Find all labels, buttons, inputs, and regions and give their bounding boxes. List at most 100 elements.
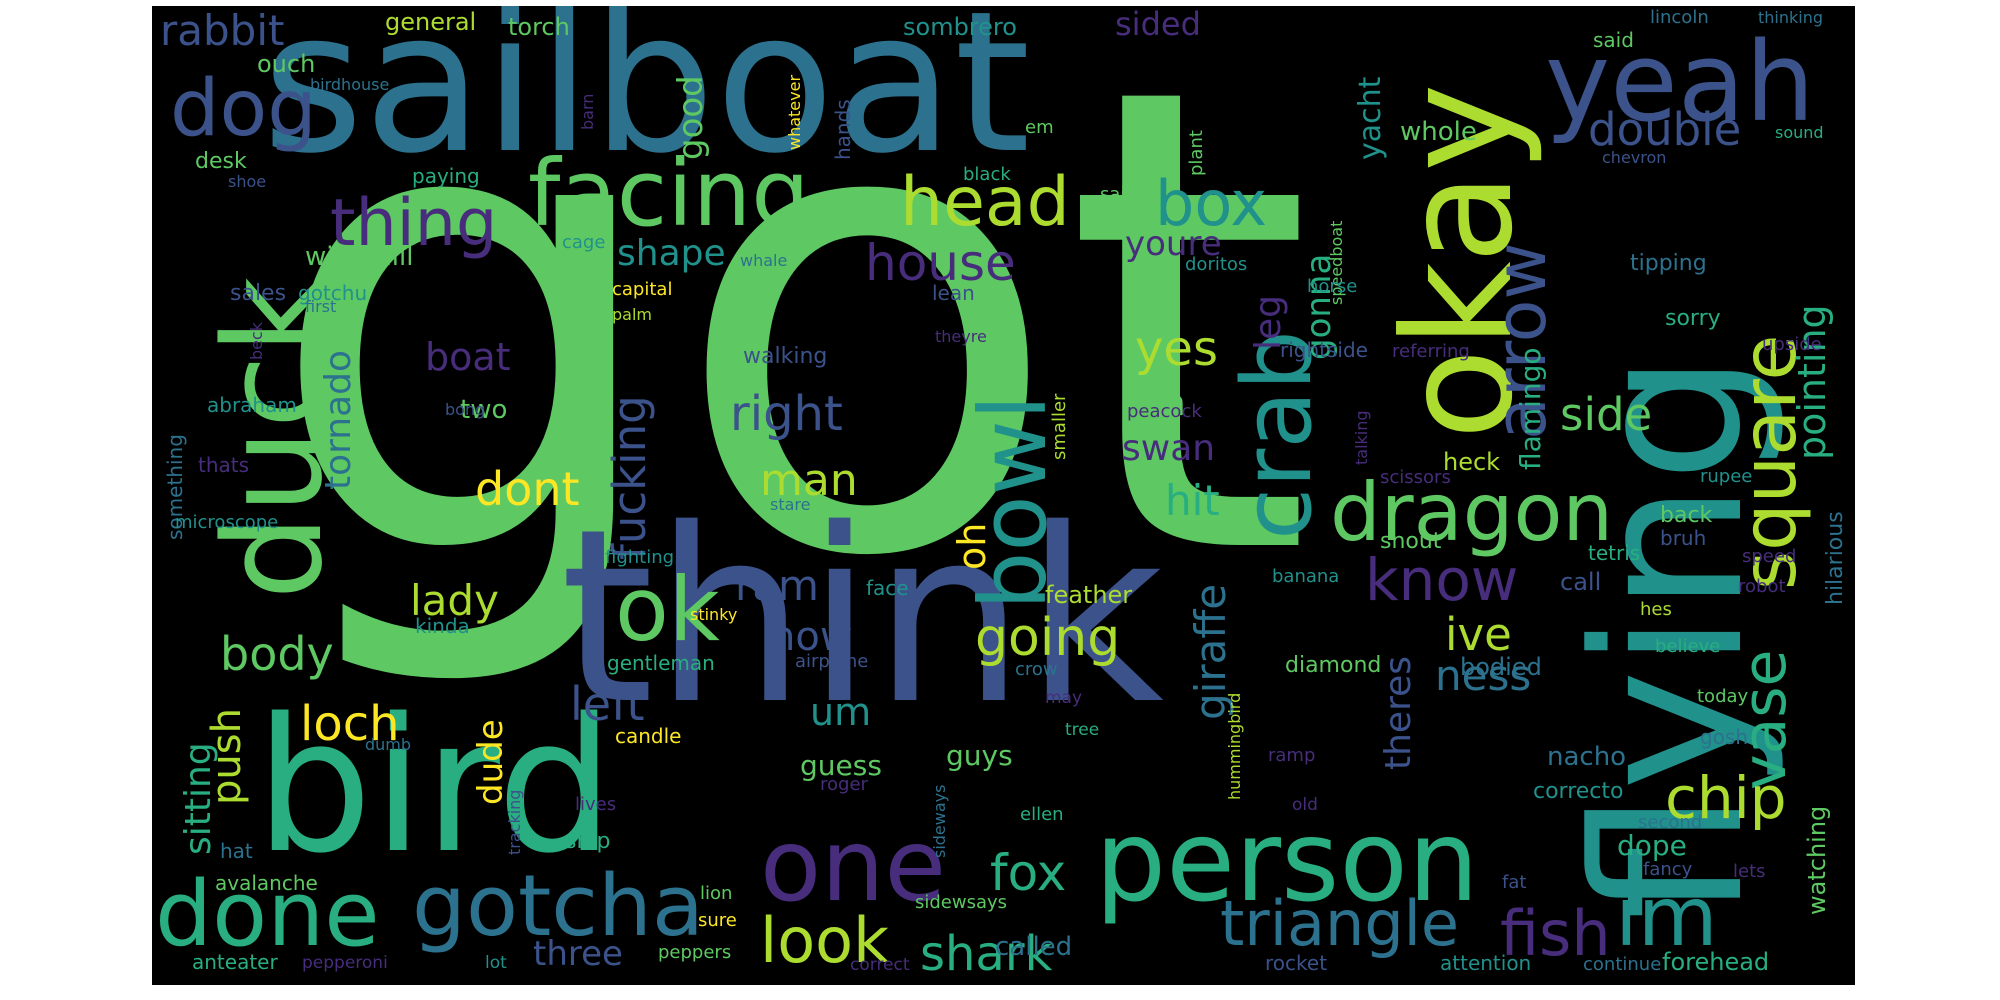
word-hummingbird: hummingbird bbox=[1225, 693, 1244, 800]
word-hat: hat bbox=[220, 839, 253, 863]
word-bong: bong bbox=[445, 400, 485, 419]
word-watching: watching bbox=[1803, 806, 1831, 915]
word-gentleman: gentleman bbox=[607, 651, 715, 675]
word-fighting: fighting bbox=[605, 547, 674, 568]
word-uh: uh bbox=[1140, 383, 1186, 424]
word-shoe: shoe bbox=[228, 172, 266, 191]
word-boat: boat bbox=[425, 335, 511, 379]
word-person: person bbox=[1095, 797, 1479, 927]
word-sided: sided bbox=[1115, 6, 1201, 43]
word-snout: snout bbox=[1380, 529, 1442, 554]
word-now: now bbox=[770, 614, 853, 660]
word-one: one bbox=[760, 807, 946, 924]
word-crab: crab bbox=[1223, 330, 1333, 540]
word-avalanche: avalanche bbox=[215, 871, 318, 895]
word-plant: plant bbox=[1186, 130, 1207, 176]
word-youre: youre bbox=[1125, 224, 1222, 264]
word-dope: dope bbox=[1617, 829, 1687, 862]
word-sail: sail bbox=[1100, 184, 1130, 205]
word-thing: thing bbox=[330, 186, 497, 261]
word-flying: flying bbox=[1551, 353, 1789, 920]
word-heck: heck bbox=[1443, 448, 1500, 476]
word-banana: banana bbox=[1272, 566, 1339, 587]
word-call: call bbox=[1560, 568, 1601, 596]
word-windmill: windmill bbox=[305, 242, 413, 272]
word-yacht: yacht bbox=[1353, 76, 1388, 160]
word-guys: guys bbox=[946, 739, 1013, 772]
word-fish: fish bbox=[1500, 897, 1611, 970]
word-fucking: fucking bbox=[603, 395, 656, 560]
word-may: may bbox=[1045, 688, 1082, 708]
word-giraffe: giraffe bbox=[1186, 584, 1235, 720]
word-something: something bbox=[163, 434, 187, 540]
word-swan: swan bbox=[1122, 428, 1215, 469]
word-speed: speed bbox=[1742, 546, 1796, 567]
word-fat: fat bbox=[1502, 872, 1526, 893]
word-sorry: sorry bbox=[1665, 306, 1721, 331]
word-dog: dog bbox=[170, 64, 317, 154]
word-airplane: airplane bbox=[795, 651, 868, 672]
word-ram: ram bbox=[735, 561, 819, 610]
word-tracking: tracking bbox=[505, 790, 524, 855]
word-dont: dont bbox=[475, 462, 580, 516]
word-going: going bbox=[975, 608, 1120, 668]
word-whale: whale bbox=[740, 251, 787, 270]
word-desk: desk bbox=[195, 149, 247, 174]
word-tornado: tornado bbox=[318, 350, 359, 490]
word-sound: sound bbox=[1775, 123, 1824, 142]
word-bodied: bodied bbox=[1460, 653, 1542, 681]
word-square: square bbox=[1725, 334, 1813, 590]
word-hands: hands bbox=[831, 99, 855, 160]
word-gonna: gonna bbox=[1299, 254, 1339, 360]
word-stare: stare bbox=[770, 495, 810, 514]
word-feather: feather bbox=[1045, 581, 1132, 609]
word-speedboat: speedboat bbox=[1327, 221, 1346, 305]
word-lean: lean bbox=[932, 281, 975, 305]
word-peacock: peacock bbox=[1127, 401, 1202, 422]
word-push: push bbox=[204, 708, 250, 805]
word-head: head bbox=[900, 163, 1070, 242]
word-called: called bbox=[995, 932, 1072, 962]
word-back: back bbox=[1660, 503, 1713, 528]
word-bruh: bruh bbox=[1660, 526, 1706, 550]
word-kinda: kinda bbox=[415, 614, 470, 638]
word-right: right bbox=[730, 386, 843, 442]
word-rupee: rupee bbox=[1700, 466, 1752, 487]
word-arrow: arrow bbox=[1480, 242, 1562, 440]
word-bowl: bowl bbox=[960, 395, 1067, 611]
word-flamingo: flamingo bbox=[1514, 348, 1547, 471]
word-old: old bbox=[1292, 795, 1318, 815]
word-im: im bbox=[1615, 870, 1718, 965]
word-two: two bbox=[460, 395, 507, 425]
word-whatever: whatever bbox=[785, 75, 804, 150]
word-today: today bbox=[1697, 686, 1749, 707]
word-lion: lion bbox=[700, 883, 732, 904]
word-attention: attention bbox=[1440, 951, 1531, 975]
word-sure: sure bbox=[698, 910, 737, 931]
word-triangle: triangle bbox=[1220, 887, 1459, 960]
word-ouch: ouch bbox=[257, 50, 315, 78]
word-got: got bbox=[265, 6, 1314, 696]
word-robot: robot bbox=[1738, 576, 1786, 597]
word-um: um bbox=[810, 690, 871, 734]
word-said: said bbox=[1593, 28, 1634, 52]
word-house: house bbox=[865, 234, 1016, 292]
word-dude: dude bbox=[471, 719, 511, 805]
word-ellen: ellen bbox=[1020, 804, 1064, 825]
word-nacho: nacho bbox=[1547, 742, 1626, 772]
word-thinking: thinking bbox=[1758, 8, 1823, 27]
word-facing: facing bbox=[528, 140, 810, 247]
word-yes: yes bbox=[1135, 321, 1218, 377]
word-black: black bbox=[963, 164, 1011, 185]
word-cloud: got think sailboat flying okay bird duck yeah pe… bbox=[152, 6, 1855, 985]
word-second: second bbox=[1638, 812, 1702, 833]
word-correct: correct bbox=[850, 955, 910, 975]
word-microscope: microscope bbox=[175, 512, 278, 533]
word-oh: oh bbox=[950, 523, 994, 570]
word-shape: shape bbox=[617, 233, 726, 274]
word-think: think bbox=[560, 477, 1164, 757]
word-tree: tree bbox=[1065, 720, 1099, 740]
word-sitting: sitting bbox=[178, 742, 219, 855]
word-cage: cage bbox=[562, 232, 605, 253]
word-candle: candle bbox=[615, 724, 681, 748]
